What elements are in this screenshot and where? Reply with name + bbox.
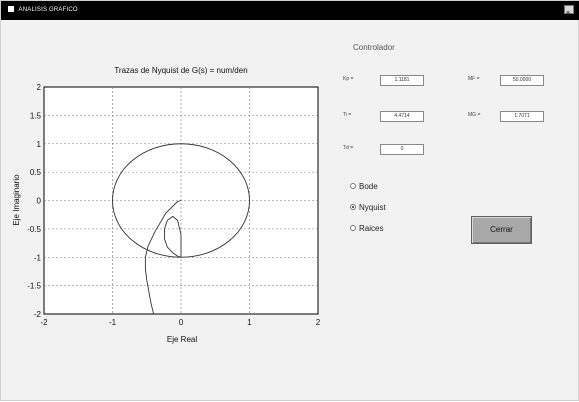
td-label: Td =	[343, 145, 354, 151]
mf-label: MF =	[468, 76, 480, 82]
radio-bode[interactable]: Bode	[350, 181, 378, 193]
radio-nyquist-icon[interactable]	[350, 203, 356, 210]
close-button[interactable]: ×	[564, 5, 574, 17]
radio-bode-icon[interactable]	[350, 182, 356, 189]
x-tick-label: 2	[316, 318, 321, 327]
y-tick-label: 0	[37, 197, 42, 206]
y-tick-label: -0.5	[27, 225, 41, 234]
radio-nyquist-label: Nyquist	[359, 203, 386, 212]
ti-field[interactable]: 4.4714	[380, 111, 424, 122]
mf-field[interactable]: 50.0000	[500, 75, 544, 86]
kp-field[interactable]: 1.1181	[380, 75, 424, 86]
axis-ticks: -2 -1 0 1 2 2 1.5 1 0.5 0 -0.5 -1 -1.5 -2	[27, 83, 321, 327]
y-tick-label: -2	[34, 310, 42, 319]
y-tick-label: 1	[37, 140, 42, 149]
x-tick-label: 1	[247, 318, 252, 327]
mg-label: MG =	[468, 112, 481, 118]
td-field[interactable]: 0	[380, 144, 424, 155]
ti-label: Ti =	[343, 112, 352, 118]
window-title: ANALISIS GRAFICO	[18, 7, 78, 13]
x-axis-label: Eje Real	[167, 335, 197, 344]
nyquist-curve-1	[164, 215, 182, 258]
radio-nyquist[interactable]: Nyquist	[350, 202, 386, 214]
radio-raices-icon[interactable]	[350, 224, 356, 231]
mg-field[interactable]: 1.7071	[500, 111, 544, 122]
window-menu-icon[interactable]	[8, 6, 14, 13]
x-tick-label: -1	[109, 318, 117, 327]
curves	[112, 143, 250, 315]
controller-title: Controlador	[353, 43, 395, 52]
radio-bode-label: Bode	[359, 182, 378, 191]
nyquist-curve-0	[144, 200, 182, 315]
x-tick-label: 0	[179, 318, 184, 327]
y-tick-label: 1.5	[30, 111, 42, 120]
close-icon: ×	[566, 10, 571, 17]
y-tick-label: -1	[34, 253, 42, 262]
y-tick-label: -1.5	[27, 282, 41, 291]
kp-label: Kp =	[343, 76, 354, 82]
y-axis-label: Eje Imaginario	[12, 174, 21, 226]
radio-raices-label: Raices	[359, 224, 384, 233]
y-tick-label: 0.5	[30, 168, 42, 177]
radio-raices[interactable]: Raices	[350, 223, 383, 235]
cerrar-button[interactable]: Cerrar	[471, 216, 532, 244]
title-bar[interactable]: ANALISIS GRAFICO ×	[1, 1, 579, 20]
y-tick-label: 2	[37, 83, 42, 92]
chart-title: Trazas de Nyquist de G(s) = num/den	[114, 66, 247, 75]
x-tick-label: -2	[40, 318, 48, 327]
